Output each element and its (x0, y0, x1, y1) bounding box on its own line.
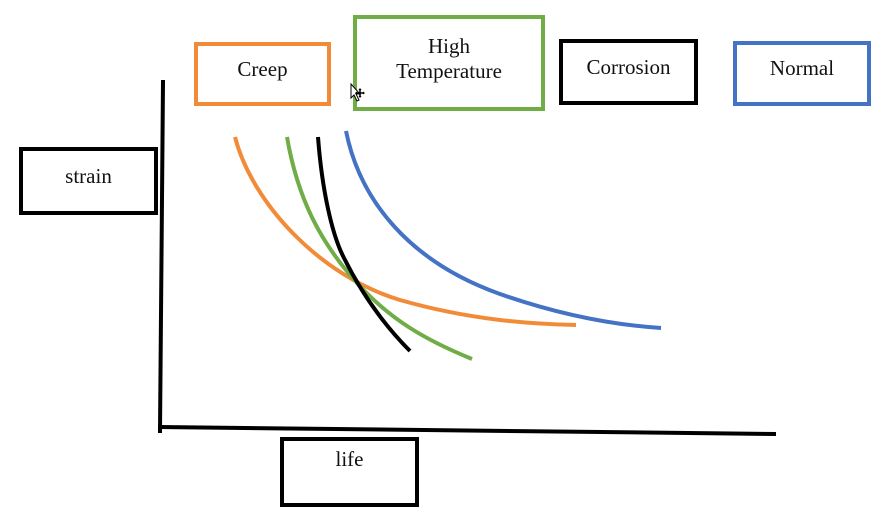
legend-normal-label: Normal (769, 55, 835, 80)
y-axis-label-box: strain (19, 147, 158, 215)
legend-corrosion-box: Corrosion (559, 39, 698, 105)
legend-normal-box: Normal (733, 41, 871, 106)
curve-normal (344, 130, 662, 330)
x-axis-label: life (335, 447, 364, 471)
x-axis-line (157, 424, 777, 437)
legend-corrosion-label: Corrosion (586, 55, 671, 80)
x-axis-label-box: life (280, 437, 419, 507)
diagram-canvas (157, 79, 777, 437)
legend-high-temperature-label: High Temperature (396, 33, 502, 83)
y-axis-line (157, 79, 166, 434)
curve-high-temperature (285, 136, 473, 361)
curve-creep (233, 136, 577, 327)
legend-creep-box: Creep (194, 42, 331, 106)
move-cursor-icon (350, 83, 365, 102)
y-axis-label: strain (65, 164, 112, 189)
legend-high-temperature-box: High Temperature (353, 15, 545, 111)
curve-corrosion (316, 136, 412, 353)
legend-creep-label: Creep (237, 57, 288, 82)
